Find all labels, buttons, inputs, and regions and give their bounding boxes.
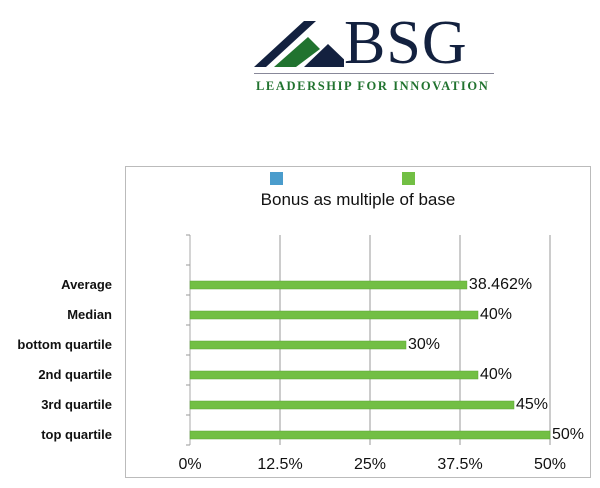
x-tick-label: 25% — [353, 456, 387, 473]
category-label: 2nd quartile — [38, 367, 112, 382]
bar — [189, 430, 551, 440]
legend-swatch-blue — [270, 172, 283, 185]
x-tick-label: 50% — [533, 456, 567, 473]
data-label: 45% — [516, 396, 549, 413]
bar — [189, 370, 479, 380]
bar — [189, 280, 468, 290]
legend-swatch-green — [402, 172, 415, 185]
logo-mark-icon — [254, 21, 344, 67]
x-tick-label: 0% — [178, 456, 202, 473]
category-label: top quartile — [41, 427, 112, 442]
chart-title: Bonus as multiple of base — [260, 190, 456, 209]
logo-divider — [254, 73, 494, 74]
category-label: bottom quartile — [17, 337, 112, 352]
bar — [189, 400, 515, 410]
data-label: 38.462% — [468, 276, 533, 293]
data-label: 30% — [408, 336, 441, 353]
x-tick-label: 37.5% — [437, 456, 483, 473]
data-label: 40% — [480, 306, 513, 323]
logo-tagline: LEADERSHIP FOR INNOVATION — [256, 79, 490, 93]
chart-area — [125, 166, 591, 478]
category-label: Average — [61, 277, 112, 292]
category-label: 3rd quartile — [41, 397, 112, 412]
data-label: 50% — [552, 426, 585, 443]
bar — [189, 340, 407, 350]
data-label: 40% — [480, 366, 513, 383]
logo-name: BSG — [344, 9, 468, 77]
bar — [189, 310, 479, 320]
x-tick-label: 12.5% — [257, 456, 303, 473]
category-label: Median — [67, 307, 112, 322]
